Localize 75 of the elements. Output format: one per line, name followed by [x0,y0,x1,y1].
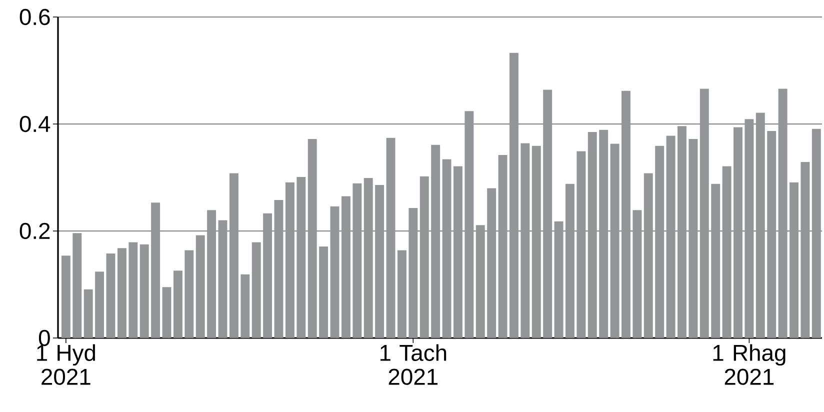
bar [734,127,742,338]
bar [274,200,284,338]
bar [173,270,182,338]
bar [800,162,810,338]
bar [229,173,238,338]
bar [151,202,160,338]
bar [431,144,440,338]
bar [632,210,642,338]
bar [756,112,765,338]
bar [711,184,720,338]
bar [566,184,574,338]
x-tick-label: 1 Tach 2021 [380,344,446,385]
bar [588,132,597,338]
bar [688,138,698,338]
bar [622,90,630,338]
bar [61,256,70,338]
bar [285,182,294,338]
bar [106,253,116,338]
bar [610,144,620,338]
bar [386,138,396,338]
bar [576,151,586,338]
bar [464,111,474,338]
bar [420,176,429,338]
bar [330,206,340,338]
bar [84,289,93,338]
bar [240,274,250,338]
bar [72,233,82,338]
bar [218,220,228,338]
bar [117,248,126,338]
bar [263,213,272,338]
bar [184,250,194,338]
bar [812,128,821,338]
bar [767,130,776,338]
bar [520,143,530,338]
bar [498,155,508,338]
bar [375,184,384,338]
bar [442,159,452,338]
bar [744,119,754,338]
bar [644,173,653,338]
y-tick-label: 0.2 [20,222,50,240]
bar [352,183,362,338]
y-tick-label: 0.6 [20,8,50,26]
bar [778,88,788,338]
bar [162,287,172,338]
y-tick-label: 0 [38,330,50,346]
bar [476,225,485,338]
bar [678,126,686,338]
bar [453,166,462,338]
bar [487,188,496,338]
bar [408,208,418,338]
bar [554,221,564,338]
bar [543,90,552,338]
bar [790,182,798,338]
bar [722,166,732,338]
bar [128,242,138,338]
bar [700,88,709,338]
bar [252,242,261,338]
bar [666,136,676,338]
bar [319,246,328,338]
bar [296,176,306,338]
bar [95,272,104,338]
bar [510,52,518,338]
bar [140,244,149,338]
bar [655,146,664,338]
x-tick-label: 1 Hyd 2021 [37,344,96,385]
bar [364,178,373,338]
bar [207,210,216,338]
bar [341,196,350,338]
bar [599,130,608,338]
bar [196,235,205,338]
bar [532,146,541,338]
bar [308,138,317,338]
x-tick-label: 1 Rhag 2021 [713,344,786,385]
y-tick-label: 0.4 [20,116,50,132]
bar [397,250,406,338]
